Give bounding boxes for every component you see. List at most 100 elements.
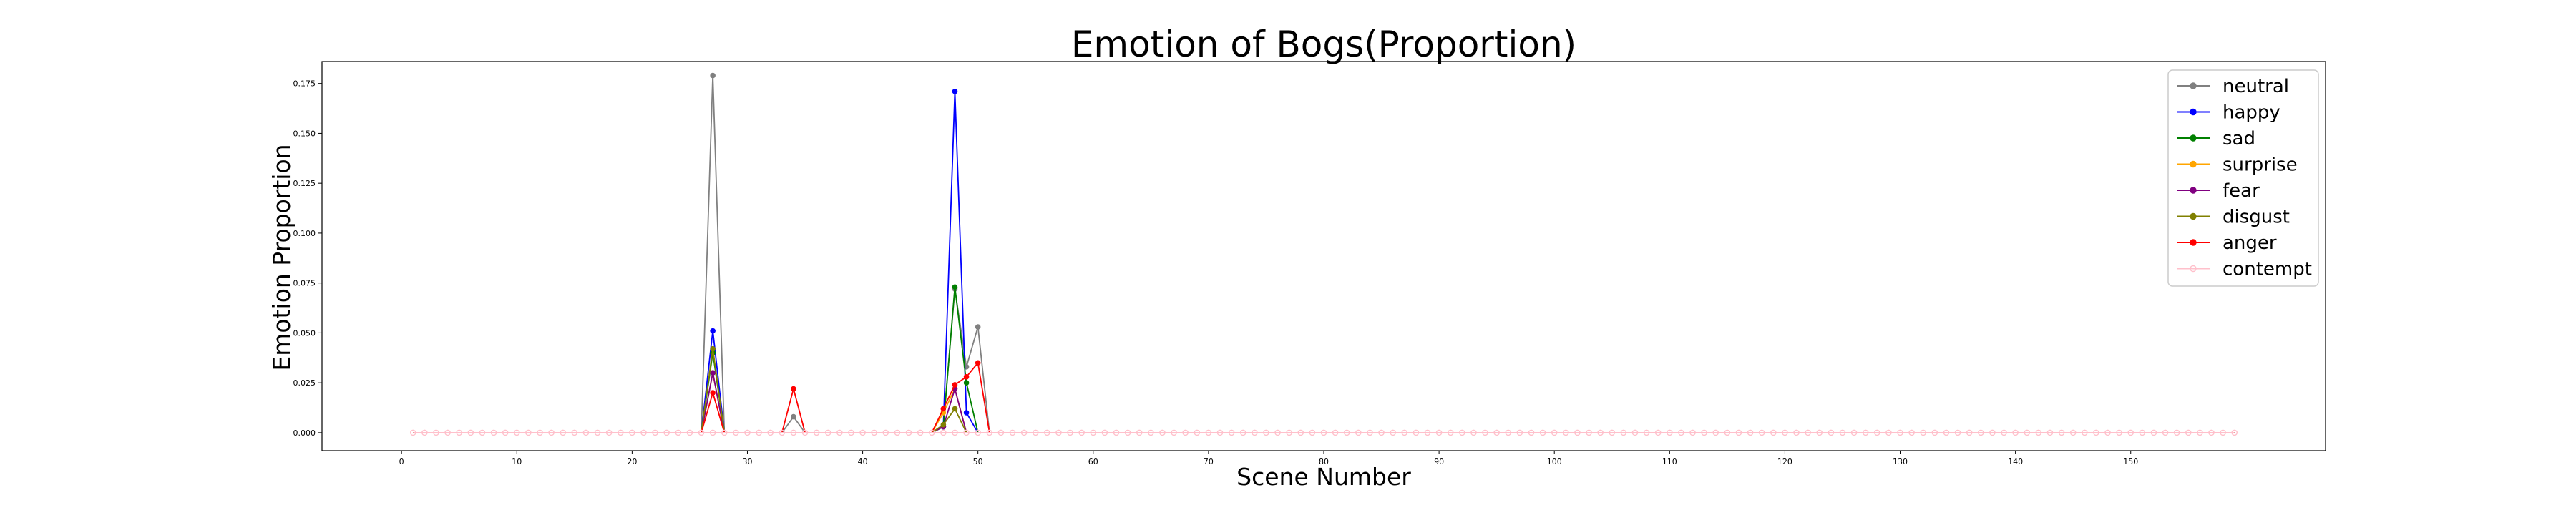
data-point [963, 373, 970, 380]
data-point [560, 429, 567, 436]
x-tick-label: 10 [512, 457, 522, 466]
y-tick-label: 0.175 [293, 79, 316, 89]
series-anger [413, 360, 2235, 433]
x-tick-label: 60 [1088, 457, 1098, 466]
data-point [548, 429, 555, 436]
data-point [1678, 429, 1684, 436]
data-point [2162, 429, 2169, 436]
data-point [2173, 429, 2180, 436]
series-fear [413, 370, 2235, 433]
data-point [1505, 429, 1512, 436]
data-point [1332, 429, 1339, 436]
legend-box [2167, 69, 2319, 287]
data-point [698, 429, 705, 436]
data-point [1850, 429, 1858, 436]
legend-item-fear: fear [2177, 180, 2260, 202]
data-point [709, 429, 716, 436]
data-point [1113, 429, 1120, 436]
data-point [1159, 429, 1166, 436]
data-point [2093, 429, 2099, 436]
data-point [905, 429, 912, 436]
data-point [767, 429, 774, 436]
data-point [1989, 429, 1996, 436]
data-point [444, 429, 451, 436]
data-point [1101, 429, 1108, 436]
data-point [1782, 429, 1788, 436]
data-point [2104, 429, 2111, 436]
data-point [1136, 429, 1143, 436]
data-point [952, 382, 958, 388]
series-line-anger [413, 361, 2235, 433]
data-point [836, 429, 843, 436]
x-tick-label: 70 [1204, 457, 1214, 466]
data-point [917, 429, 924, 436]
data-point [1182, 429, 1189, 436]
data-point [2012, 429, 2019, 436]
data-point [940, 429, 947, 436]
data-point [2231, 429, 2238, 436]
data-point [1920, 429, 1927, 436]
data-point [1320, 429, 1327, 436]
data-point [582, 429, 590, 436]
data-point [1286, 429, 1292, 436]
data-point [1667, 429, 1673, 436]
y-tick-label: 0.125 [293, 179, 316, 188]
data-point [997, 429, 1005, 436]
data-point [1228, 429, 1235, 436]
data-point [1701, 429, 1707, 436]
data-point [1597, 429, 1604, 436]
data-point [1367, 429, 1373, 436]
data-point [502, 429, 509, 436]
data-point [1055, 429, 1062, 436]
data-point [513, 429, 520, 436]
x-tick-label: 120 [1777, 457, 1792, 466]
x-tick-label: 90 [1434, 457, 1444, 466]
data-point [571, 429, 578, 436]
plot-area: 0 10 20 30 40 50 60 70 80 90 100 110 120 130 140 150 0.0… [293, 61, 2326, 466]
data-point [1044, 429, 1050, 436]
data-point [1966, 429, 1973, 436]
series-line-surprise [413, 373, 2235, 433]
data-point [882, 429, 889, 436]
y-tick-label: 0.000 [293, 428, 316, 438]
data-point [721, 429, 728, 436]
legend-marker [2190, 239, 2197, 246]
data-point [1770, 429, 1777, 436]
data-point [894, 429, 901, 436]
x-tick-label: 0 [399, 457, 404, 466]
data-point [1239, 429, 1246, 436]
x-tick-label: 150 [2123, 457, 2138, 466]
plot-frame [321, 61, 2326, 451]
data-point [963, 429, 970, 436]
series-line-happy [413, 91, 2235, 433]
data-point [710, 370, 716, 376]
data-point [952, 406, 958, 412]
legend-label: neutral [2223, 76, 2289, 97]
data-point [952, 89, 958, 94]
data-point [2035, 429, 2042, 436]
legend-label: surprise [2223, 154, 2298, 176]
legend-item-disgust: disgust [2177, 207, 2290, 228]
data-point [675, 429, 682, 436]
y-tick-label: 0.150 [293, 129, 316, 138]
data-point [928, 429, 935, 436]
data-point [1758, 429, 1765, 436]
data-point [1459, 429, 1465, 436]
data-point [1470, 429, 1477, 436]
legend-marker [2190, 265, 2197, 273]
data-point [986, 429, 993, 436]
data-point [848, 429, 854, 436]
data-point [859, 429, 866, 436]
legend-marker [2190, 187, 2197, 194]
data-point [640, 429, 647, 436]
data-point [652, 429, 658, 436]
legend-label: contempt [2223, 259, 2312, 280]
data-point [1885, 429, 1892, 436]
data-point [975, 429, 981, 436]
data-point [1793, 429, 1800, 436]
data-point [1724, 429, 1731, 436]
data-point [791, 413, 796, 420]
data-point [1516, 429, 1523, 436]
data-point [2150, 429, 2157, 436]
